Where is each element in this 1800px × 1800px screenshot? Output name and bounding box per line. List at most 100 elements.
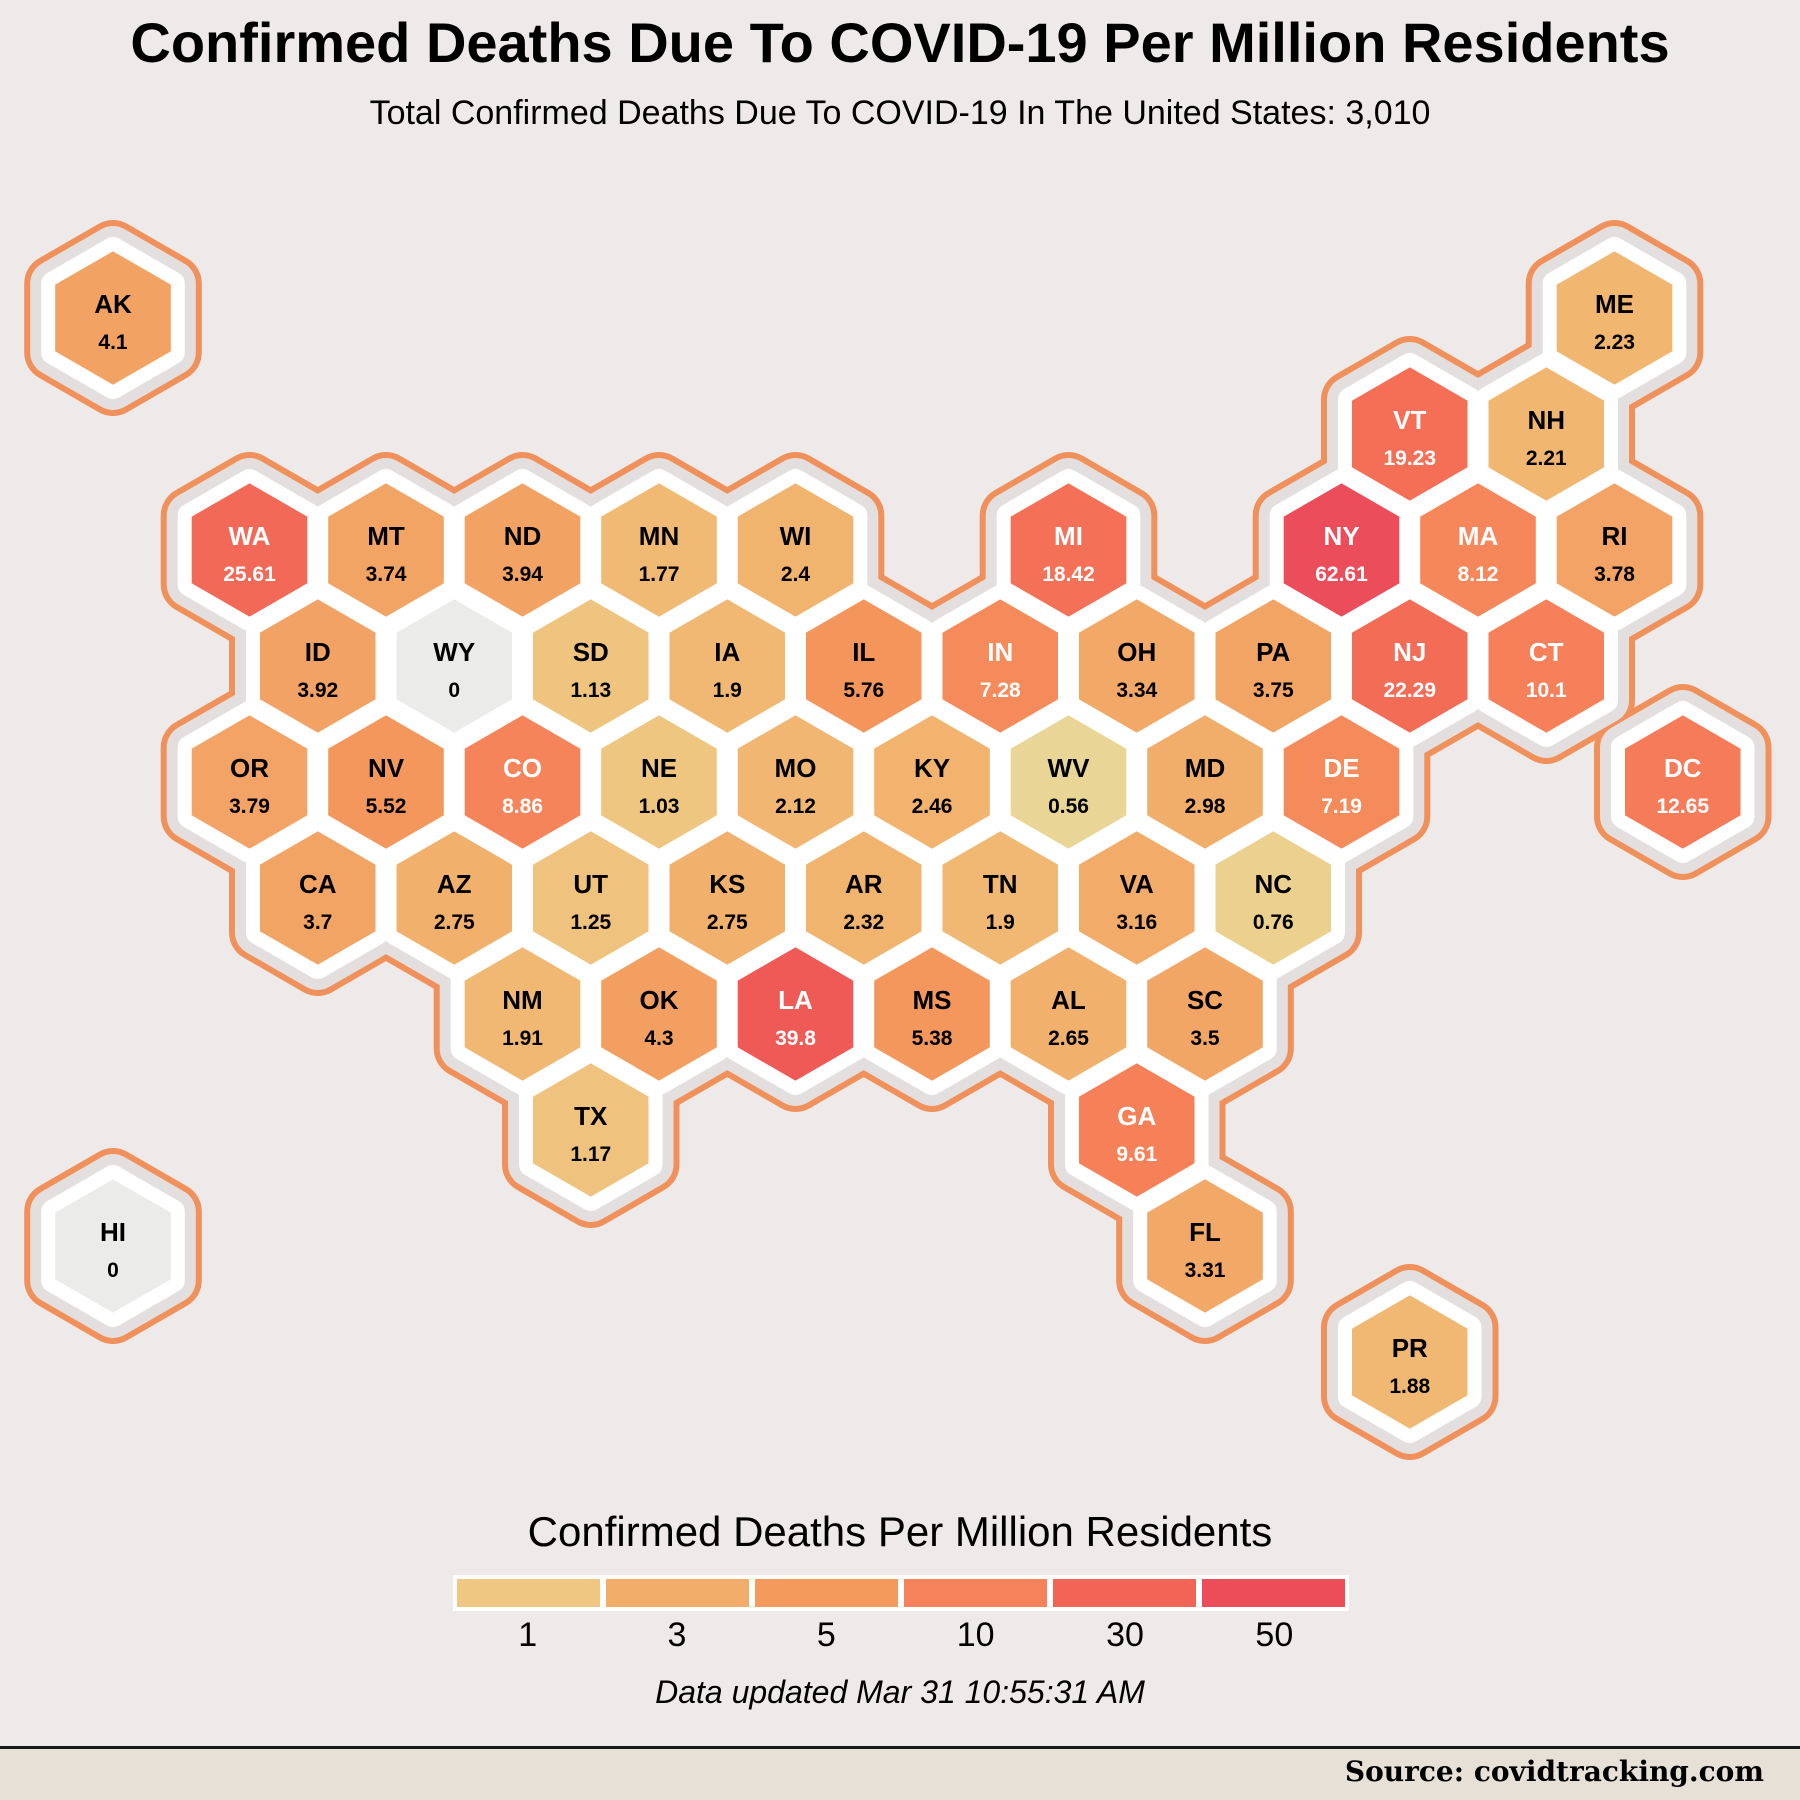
- state-value-wy: 0: [448, 679, 460, 702]
- state-abbr-va: VA: [1120, 869, 1154, 899]
- state-abbr-mn: MN: [639, 521, 679, 551]
- state-value-ma: 8.12: [1458, 563, 1499, 586]
- state-abbr-tx: TX: [574, 1101, 608, 1131]
- state-abbr-dc: DC: [1664, 753, 1702, 783]
- state-abbr-ga: GA: [1117, 1101, 1156, 1131]
- legend-swatch-1: [457, 1579, 600, 1607]
- state-value-mo: 2.12: [775, 795, 816, 818]
- state-abbr-sd: SD: [573, 637, 609, 667]
- state-value-mt: 3.74: [366, 563, 407, 586]
- state-hex-fl: [1143, 1174, 1267, 1318]
- state-abbr-md: MD: [1185, 753, 1225, 783]
- state-abbr-id: ID: [305, 637, 331, 667]
- state-abbr-co: CO: [503, 753, 542, 783]
- legend-label-30: 30: [1106, 1616, 1144, 1654]
- state-hex-ri: [1552, 478, 1677, 622]
- state-hex-nc: [1211, 826, 1335, 970]
- state-value-de: 7.19: [1321, 795, 1362, 818]
- state-abbr-mi: MI: [1054, 521, 1083, 551]
- state-hex-dc: [1621, 710, 1745, 854]
- state-abbr-fl: FL: [1189, 1217, 1221, 1247]
- state-value-dc: 12.65: [1656, 795, 1709, 818]
- state-abbr-vt: VT: [1393, 405, 1426, 435]
- state-value-la: 39.8: [775, 1027, 816, 1050]
- legend-swatch-50: [1202, 1579, 1345, 1607]
- legend-label-5: 5: [816, 1616, 836, 1654]
- state-value-ms: 5.38: [912, 1027, 953, 1050]
- state-value-oh: 3.34: [1116, 679, 1157, 702]
- state-abbr-ut: UT: [573, 869, 608, 899]
- state-hex-il: [802, 594, 926, 738]
- state-value-ky: 2.46: [912, 795, 953, 818]
- state-hex-va: [1075, 826, 1199, 970]
- state-labels: AK 4.1 ME 2.23 VT 19.23 NH 2.21 WA 25.61 MT 3.74 ND 3…: [94, 289, 1709, 1398]
- legend-label-50: 50: [1255, 1616, 1294, 1654]
- state-abbr-nd: ND: [504, 521, 542, 551]
- state-hex-ms: [870, 942, 994, 1086]
- state-hex-mt: [324, 478, 448, 622]
- state-abbr-ct: CT: [1529, 637, 1564, 667]
- state-abbr-pa: PA: [1256, 637, 1290, 667]
- state-abbr-or: OR: [230, 753, 269, 783]
- state-value-ia: 1.9: [713, 679, 742, 702]
- legend-labels: 1 3 5 10 30 50: [453, 1612, 1349, 1654]
- state-hex-id: [256, 594, 380, 738]
- state-hex-wy: [392, 594, 516, 738]
- state-hex-az: [392, 826, 516, 970]
- state-hex-mi: [1006, 478, 1131, 622]
- state-abbr-mt: MT: [367, 521, 405, 551]
- legend-swatch-3: [606, 1579, 749, 1607]
- state-abbr-ar: AR: [845, 869, 883, 899]
- state-abbr-me: ME: [1595, 289, 1634, 319]
- state-hex-tx: [529, 1058, 653, 1202]
- state-hex-wv: [1006, 710, 1131, 854]
- legend-label-10: 10: [956, 1616, 995, 1654]
- state-hex-ky: [870, 710, 994, 854]
- state-value-ne: 1.03: [639, 795, 680, 818]
- legend-swatch-5: [755, 1579, 898, 1607]
- state-abbr-sc: SC: [1187, 985, 1223, 1015]
- state-abbr-hi: HI: [100, 1217, 126, 1247]
- state-value-wi: 2.4: [781, 563, 811, 586]
- legend-label-1: 1: [518, 1616, 538, 1654]
- state-abbr-pr: PR: [1392, 1333, 1428, 1363]
- state-value-nd: 3.94: [502, 563, 543, 586]
- state-hex-nd: [460, 478, 585, 622]
- state-value-ar: 2.32: [843, 911, 884, 934]
- state-abbr-ma: MA: [1458, 521, 1499, 551]
- state-value-nj: 22.29: [1383, 679, 1436, 702]
- state-value-ok: 4.3: [644, 1027, 673, 1050]
- state-value-wv: 0.56: [1048, 795, 1089, 818]
- state-value-nh: 2.21: [1526, 447, 1567, 470]
- state-value-wa: 25.61: [223, 563, 276, 586]
- state-value-il: 5.76: [843, 679, 884, 702]
- state-hex-ny: [1279, 478, 1404, 622]
- state-hex-md: [1143, 710, 1267, 854]
- state-abbr-la: LA: [778, 985, 813, 1015]
- state-hex-wa: [187, 478, 312, 622]
- state-value-co: 8.86: [502, 795, 543, 818]
- state-hex-sd: [529, 594, 653, 738]
- state-value-va: 3.16: [1116, 911, 1157, 934]
- state-abbr-ks: KS: [709, 869, 745, 899]
- state-hex-pr: [1348, 1290, 1472, 1434]
- state-abbr-nj: NJ: [1393, 637, 1426, 667]
- state-hex-ga: [1075, 1058, 1199, 1202]
- state-hex-ct: [1484, 594, 1608, 738]
- state-hex-ks: [665, 826, 789, 970]
- state-value-sd: 1.13: [570, 679, 611, 702]
- state-abbr-nh: NH: [1527, 405, 1565, 435]
- state-hex-ia: [665, 594, 789, 738]
- legend-swatch-10: [904, 1579, 1047, 1607]
- source-credit: Source: covidtracking.com: [1344, 1755, 1764, 1788]
- footer-bar: Source: covidtracking.com: [0, 1746, 1800, 1800]
- state-hex-la: [733, 942, 858, 1086]
- state-value-ak: 4.1: [98, 331, 128, 354]
- state-value-sc: 3.5: [1190, 1027, 1220, 1050]
- state-abbr-ky: KY: [914, 753, 950, 783]
- state-abbr-il: IL: [852, 637, 875, 667]
- state-hex-ma: [1416, 478, 1540, 622]
- state-value-id: 3.92: [297, 679, 338, 702]
- state-hex-nj: [1348, 594, 1472, 738]
- state-value-md: 2.98: [1185, 795, 1226, 818]
